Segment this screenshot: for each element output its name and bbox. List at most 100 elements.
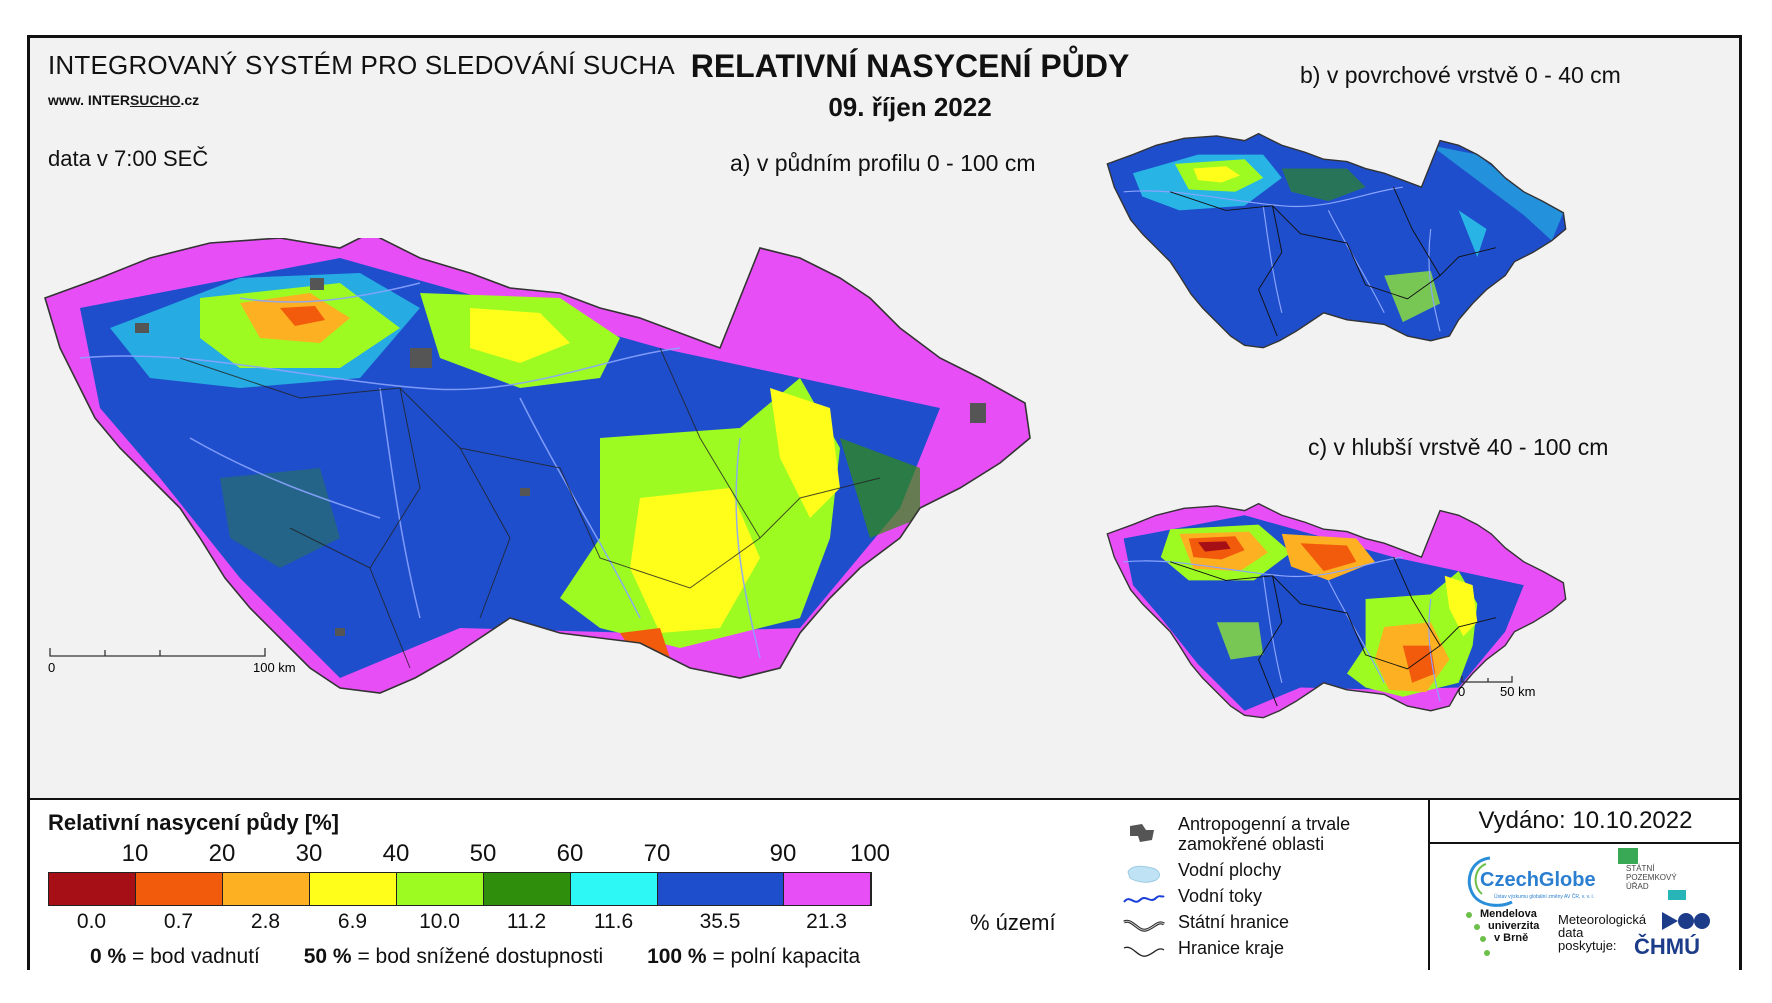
- symbol-state-border-label: Státní hranice: [1178, 912, 1290, 932]
- scale-bar-a: 0 100 km: [48, 648, 296, 675]
- issue-date: Vydáno: 10.10.2022: [1430, 800, 1741, 844]
- legend-share-2: 2.8: [250, 910, 281, 933]
- czechglobe-name: CzechGlobe: [1480, 869, 1596, 891]
- symbol-water-areas: Vodní plochy: [1122, 860, 1382, 886]
- spu-logo: STÁTNÍ POZEMKOVÝ ÚŘAD: [1618, 846, 1708, 908]
- meteo-line2: data: [1558, 925, 1584, 940]
- legend-share-8: 21.3: [806, 910, 847, 933]
- legend-class-2: [223, 873, 310, 905]
- symbol-rivers-label: Vodní toky: [1178, 886, 1263, 906]
- legend-tick-0: 10: [121, 840, 149, 867]
- scale-c-start: 0: [1458, 684, 1465, 698]
- meteo-provider: Meteorologická data poskytuje: ČHMÚ: [1558, 908, 1728, 968]
- main-date: 09. říjen 2022: [828, 92, 992, 122]
- region-border-icon: [1123, 946, 1165, 957]
- legend-tick-6: 70: [643, 840, 671, 867]
- map-c-caption: c) v hlubší vrstvě 40 - 100 cm: [1308, 434, 1609, 460]
- legend-tick-4: 50: [469, 840, 497, 867]
- chmu-logo-icon: [1662, 912, 1710, 930]
- symbol-anthropogenic-line1: Antropogenní a trvale: [1178, 814, 1351, 834]
- mendel-dot-2: [1474, 924, 1480, 930]
- legend-share-0: 0.0: [76, 910, 107, 933]
- main-title: RELATIVNÍ NASYCENÍ PŮDY: [690, 48, 1130, 84]
- legend-tick-7: 90: [769, 840, 797, 867]
- legend-color-bar: [48, 872, 872, 906]
- legend-share-6: 11.6: [593, 910, 634, 933]
- spu-mark: [1618, 848, 1638, 864]
- symbol-state-border: Státní hranice: [1122, 912, 1382, 938]
- urban-area-icon: [1130, 824, 1154, 842]
- mendel-line1: Mendelova: [1480, 908, 1537, 920]
- legend-class-4: [397, 873, 484, 905]
- lake-icon: [1127, 865, 1160, 883]
- map-c-deep-layer: [1106, 502, 1567, 719]
- legend-share-1: 0.7: [163, 910, 194, 933]
- partner-logos: CzechGlobe Ústav výzkumu globální změny …: [1430, 844, 1741, 970]
- symbol-water-areas-label: Vodní plochy: [1178, 860, 1282, 880]
- mendel-logo: Mendelova univerzita v Brně: [1466, 908, 1566, 970]
- scale-a-end: 100 km: [253, 660, 296, 675]
- legend-title: Relativní nasycení půdy [%]: [48, 810, 339, 835]
- spu-mark-accent: [1668, 890, 1686, 900]
- map-area: INTEGROVANÝ SYSTÉM PRO SLEDOVÁNÍ SUCHA w…: [30, 38, 1739, 798]
- legend-share-7: 35.5: [699, 910, 741, 933]
- legend-tick-1: 20: [208, 840, 236, 867]
- legend-tick-2: 30: [295, 840, 323, 867]
- mendel-line2: univerzita: [1488, 920, 1540, 932]
- legend-tick-8: 100: [849, 840, 891, 867]
- map-b-caption: b) v povrchové vrstvě 0 - 40 cm: [1300, 62, 1621, 88]
- spu-line2: POZEMKOVÝ: [1626, 873, 1677, 882]
- web-underlined: SUCHO: [129, 92, 181, 108]
- note-capacity: 100 % = polní kapacita: [647, 945, 861, 968]
- map-sheet: INTEGROVANÝ SYSTÉM PRO SLEDOVÁNÍ SUCHA w…: [27, 35, 1742, 972]
- note-wilting: 0 % = bod vadnutí: [90, 945, 260, 968]
- symbol-region-border: Hranice kraje: [1122, 938, 1382, 964]
- symbol-anthropogenic: Antropogenní a trvale zamokřené oblasti: [1122, 814, 1382, 860]
- chmu-name: ČHMÚ: [1634, 934, 1700, 959]
- mendel-dot-4: [1484, 950, 1490, 956]
- symbol-region-border-label: Hranice kraje: [1178, 938, 1285, 958]
- mendel-line3: v Brně: [1494, 932, 1529, 944]
- river-icon: [1123, 895, 1165, 903]
- scale-bar-c: 0 50 km: [1458, 676, 1535, 698]
- meteo-line1: Meteorologická: [1558, 912, 1647, 927]
- map-a-full-profile: [44, 238, 1031, 694]
- legend-share-3: 6.9: [337, 910, 368, 933]
- legend-tick-3: 40: [382, 840, 410, 867]
- czechglobe-logo: CzechGlobe Ústav výzkumu globální změny …: [1467, 856, 1596, 907]
- map-a-caption: a) v půdním profilu 0 - 100 cm: [730, 150, 1036, 176]
- legend-class-6: [571, 873, 658, 905]
- legend-share-5: 11.2: [506, 910, 547, 933]
- scale-c-end: 50 km: [1500, 684, 1535, 698]
- legend-class-1: [136, 873, 223, 905]
- note-reduced: 50 % = bod snížené dostupnosti: [303, 945, 604, 968]
- legend-tick-5: 60: [556, 840, 584, 867]
- share-unit: % území: [970, 910, 1056, 935]
- legend-panel: Relativní nasycení půdy [%] 10 20 30 40 50 60…: [30, 798, 1741, 972]
- legend-share-4: 10.0: [419, 910, 460, 933]
- system-title: INTEGROVANÝ SYSTÉM PRO SLEDOVÁNÍ SUCHA: [48, 50, 675, 80]
- spu-line1: STÁTNÍ: [1626, 864, 1655, 873]
- mendel-dot-1: [1466, 912, 1472, 918]
- meteo-line3: poskytuje:: [1558, 938, 1617, 953]
- legend-class-0: [49, 873, 136, 905]
- mendel-dot-3: [1480, 936, 1486, 942]
- symbol-anthropogenic-line2: zamokřené oblasti: [1178, 834, 1325, 854]
- scale-a-start: 0: [48, 660, 55, 675]
- web-suffix: .cz: [180, 92, 200, 108]
- spu-line3: ÚŘAD: [1626, 882, 1649, 891]
- map-b-surface-layer: [1106, 132, 1567, 349]
- legend-class-7: [658, 873, 784, 905]
- legend-class-3: [310, 873, 397, 905]
- web-prefix: www. INTER: [48, 92, 130, 108]
- symbol-legend: Antropogenní a trvale zamokřené oblasti …: [1122, 814, 1382, 964]
- data-time: data v 7:00 SEČ: [48, 146, 209, 171]
- legend-notes: 0 % = bod vadnutí 50 % = bod snížené dos…: [90, 945, 898, 969]
- symbol-rivers: Vodní toky: [1122, 886, 1382, 912]
- state-border-icon: [1123, 919, 1165, 932]
- legend-class-8: [784, 873, 871, 905]
- website-link[interactable]: www. INTERSUCHO.cz: [48, 92, 199, 108]
- legend-class-5: [484, 873, 571, 905]
- czechglobe-sub: Ústav výzkumu globální změny AV ČR, v. v…: [1494, 893, 1594, 900]
- issue-info: Vydáno: 10.10.2022 CzechGlobe Ústav výzk…: [1428, 800, 1741, 970]
